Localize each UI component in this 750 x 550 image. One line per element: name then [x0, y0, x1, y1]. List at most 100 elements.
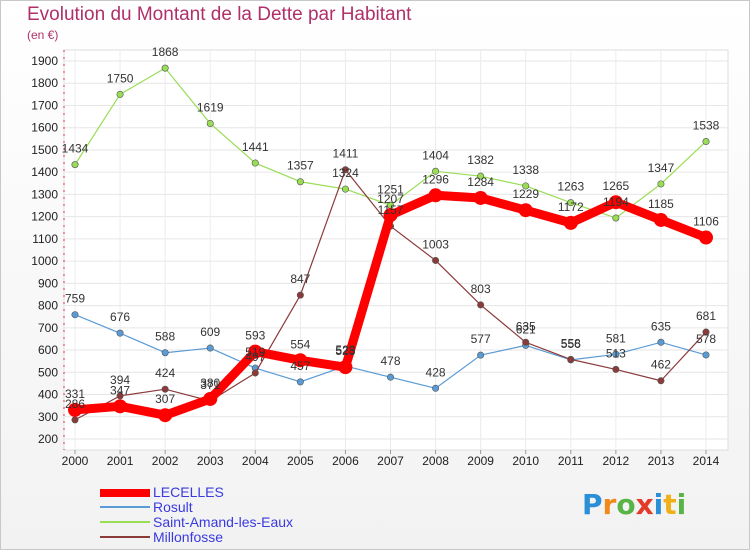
data-label: 1265 [603, 179, 630, 193]
data-label: 1229 [512, 187, 539, 201]
data-point [296, 291, 304, 299]
data-label: 307 [155, 392, 175, 406]
data-point [248, 344, 263, 359]
data-label: 1251 [377, 182, 404, 196]
data-label: 554 [290, 337, 310, 351]
x-tick-label: 2001 [107, 454, 134, 468]
data-label: 394 [110, 373, 130, 387]
data-label: 1441 [242, 140, 269, 154]
data-point [702, 351, 710, 359]
legend-swatch-rosult [100, 506, 150, 508]
data-label: 478 [380, 354, 400, 368]
y-tick-label: 1900 [31, 54, 58, 68]
data-point [341, 185, 349, 193]
data-label: 380 [200, 376, 220, 390]
data-point [383, 208, 398, 223]
data-point [206, 119, 214, 127]
data-point [612, 214, 620, 222]
y-tick-label: 1100 [32, 232, 58, 246]
data-point [161, 385, 169, 393]
data-point [296, 378, 304, 386]
y-tick-label: 300 [38, 410, 58, 424]
y-tick-label: 200 [38, 432, 58, 446]
data-point [522, 182, 530, 190]
y-tick-label: 700 [38, 321, 58, 335]
data-label: 1324 [332, 166, 359, 180]
data-point [653, 212, 668, 227]
data-point [612, 365, 620, 373]
y-tick-label: 1800 [31, 76, 58, 90]
data-label: 1207 [377, 192, 404, 206]
data-point [608, 195, 623, 210]
data-point [657, 338, 665, 346]
x-tick-label: 2011 [558, 454, 584, 468]
x-tick-label: 2000 [62, 454, 89, 468]
data-label: 1538 [693, 118, 720, 132]
legend-label: Rosult [153, 499, 193, 515]
data-point [113, 399, 128, 414]
x-tick-label: 2007 [377, 454, 404, 468]
data-label: 371 [200, 378, 220, 392]
data-point [71, 311, 79, 319]
x-tick-label: 2008 [422, 454, 449, 468]
data-point [567, 199, 575, 207]
data-label: 497 [245, 350, 265, 364]
data-label: 462 [651, 358, 671, 372]
data-point [161, 64, 169, 72]
data-point [657, 377, 665, 385]
data-point [71, 161, 79, 169]
data-point [341, 166, 349, 174]
data-point [71, 416, 79, 424]
data-label: 1338 [512, 163, 539, 177]
y-tick-label: 1300 [31, 187, 58, 201]
data-label: 803 [471, 282, 491, 296]
chart-title: Evolution du Montant de la Dette par Hab… [27, 4, 412, 25]
data-point [702, 328, 710, 336]
data-point [702, 137, 710, 145]
x-tick-label: 2013 [648, 454, 675, 468]
data-point [473, 190, 488, 205]
data-point [251, 159, 259, 167]
data-point [206, 344, 214, 352]
proxiti-logo: Proxiti [582, 488, 687, 521]
data-label: 1434 [62, 142, 89, 156]
x-tick-label: 2010 [512, 454, 539, 468]
legend-swatch-lecelles [100, 489, 150, 497]
y-tick-label: 1000 [31, 254, 58, 268]
data-label: 593 [245, 329, 265, 343]
data-point [432, 167, 440, 175]
data-label: 1411 [333, 147, 359, 161]
data-label: 621 [516, 322, 536, 336]
x-tick-label: 2005 [287, 454, 314, 468]
data-label: 513 [606, 346, 626, 360]
y-tick-label: 1600 [31, 121, 58, 135]
data-point [296, 178, 304, 186]
data-label: 428 [426, 365, 446, 379]
data-label: 1263 [557, 180, 584, 194]
data-label: 577 [471, 332, 491, 346]
data-point [116, 329, 124, 337]
data-label: 588 [155, 330, 175, 344]
y-tick-label: 500 [38, 365, 58, 379]
data-point [522, 338, 530, 346]
data-label: 759 [65, 292, 85, 306]
legend-swatch-saint-amand [100, 521, 150, 523]
x-tick-label: 2009 [467, 454, 494, 468]
data-point [386, 373, 394, 381]
data-point [428, 188, 443, 203]
data-label: 1185 [648, 197, 674, 211]
data-label: 1750 [107, 71, 134, 85]
y-tick-label: 1400 [31, 165, 58, 179]
plot-area [63, 49, 729, 451]
y-tick-label: 400 [38, 388, 58, 402]
data-point [116, 90, 124, 98]
data-label: 1382 [467, 153, 494, 167]
data-label: 1194 [603, 195, 629, 209]
data-label: 558 [561, 336, 581, 350]
data-point [161, 349, 169, 357]
data-label: 676 [110, 310, 130, 324]
data-point [432, 256, 440, 264]
data-label: 681 [696, 309, 716, 323]
data-label: 523 [335, 344, 355, 358]
